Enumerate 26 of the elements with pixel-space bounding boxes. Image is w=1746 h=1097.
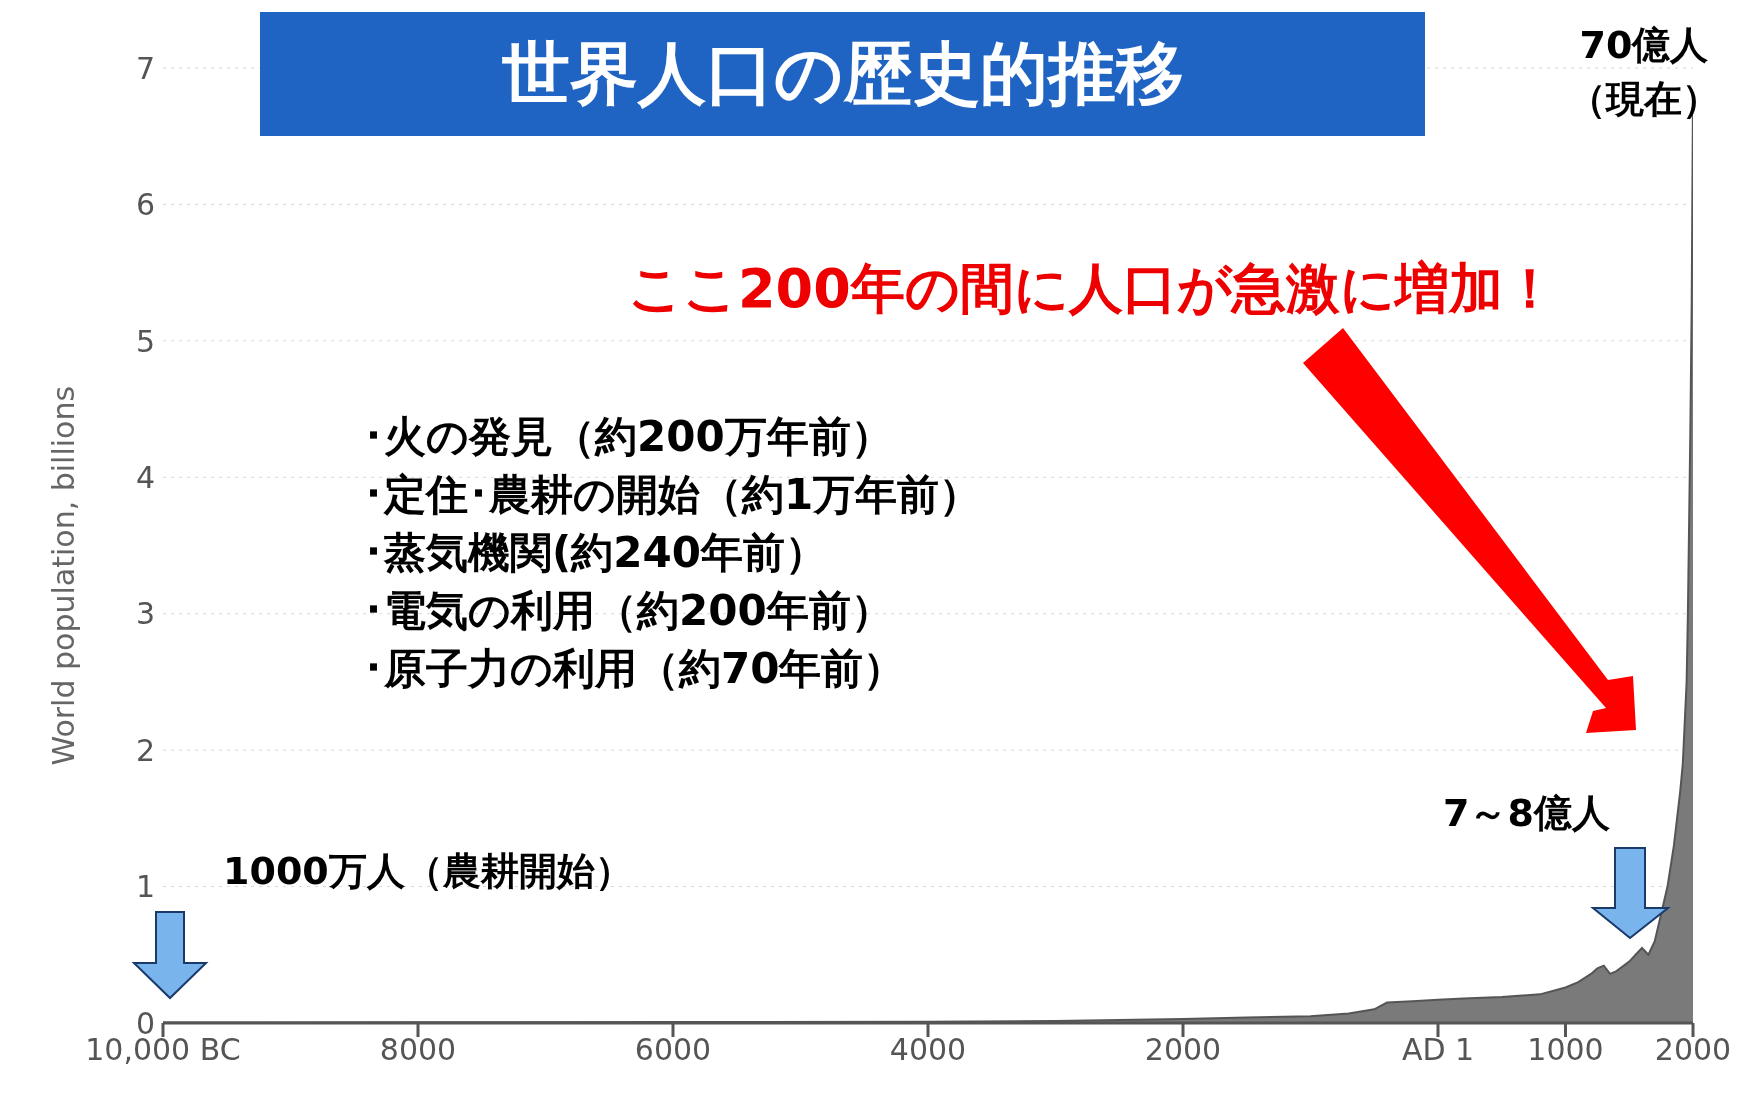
annotation: 1000万人（農耕開始） xyxy=(223,849,633,893)
annotation: ･定住･農耕の開始（約1万年前） xyxy=(363,470,982,519)
annotation: ･蒸気機関(約240年前） xyxy=(363,528,827,577)
y-tick-label: 2 xyxy=(135,732,155,768)
x-tick-label: AD 1 xyxy=(1401,1032,1475,1068)
y-tick-label: 4 xyxy=(135,459,155,495)
y-tick-label: 5 xyxy=(135,323,155,359)
text: 70億人 xyxy=(1579,23,1709,67)
annotation: 7～8億人 xyxy=(1443,791,1610,835)
annotation: ･電気の利用（約200年前） xyxy=(363,586,893,635)
annotation: ･火の発見（約200万年前） xyxy=(363,412,893,461)
x-tick-label: 4000 xyxy=(889,1032,967,1068)
x-tick-label: 8000 xyxy=(379,1032,457,1068)
y-tick-label: 7 xyxy=(135,50,155,86)
y-tick-label: 6 xyxy=(135,187,155,223)
x-tick-label: 1000 xyxy=(1527,1032,1604,1068)
x-tick-label: 2000 xyxy=(1144,1032,1222,1068)
chart-title: 世界人口の歴史的推移 xyxy=(501,32,1184,115)
y-tick-label: 1 xyxy=(135,869,155,905)
annotation: ･原子力の利用（約70年前） xyxy=(363,644,906,693)
x-tick-label: 2000 xyxy=(1654,1032,1732,1068)
y-tick-label: 3 xyxy=(135,596,155,632)
annotation: ここ200年の間に人口が急激に増加！ xyxy=(628,257,1557,320)
x-tick-label: 6000 xyxy=(634,1032,712,1068)
annotation: （現在） xyxy=(1568,77,1720,121)
y-axis-title: World population, billions xyxy=(45,385,81,766)
